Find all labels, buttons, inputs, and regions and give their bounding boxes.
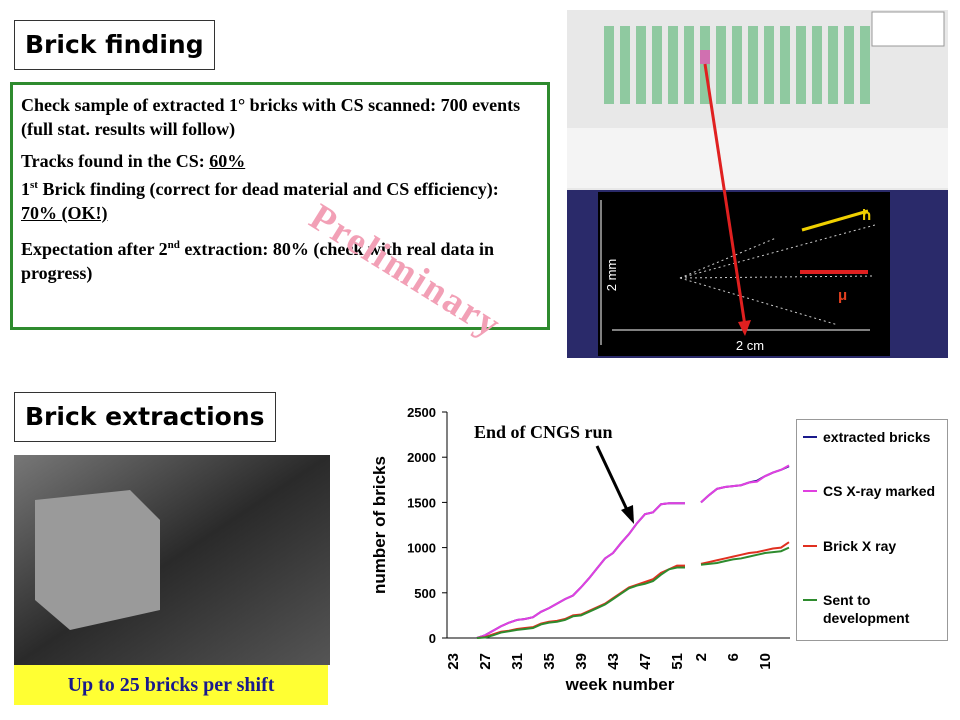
section-title: Brick finding: [14, 20, 215, 70]
x-tick-label: 23: [445, 653, 462, 670]
pointer-arrow: [703, 63, 747, 327]
paragraph: Check sample of extracted 1° bricks with…: [21, 93, 539, 141]
arrowhead: [738, 320, 751, 336]
x-tick-label: 27: [477, 653, 494, 670]
paragraph: Expectation after 2nd extraction: 80% (c…: [21, 233, 539, 285]
legend-item: Brick X ray: [803, 537, 943, 555]
y-tick-label: 0: [429, 631, 436, 646]
display-info: [567, 128, 948, 188]
text: Check sample of extracted 1° bricks with…: [21, 95, 521, 139]
text: 60%: [209, 151, 246, 171]
x-tick-label: 35: [541, 653, 558, 670]
y-axis-label: number of bricks: [370, 456, 389, 594]
selected-brick: [700, 50, 710, 64]
legend-label: Sent to development: [823, 592, 910, 626]
legend-item: extracted bricks: [803, 428, 943, 446]
text-box: Check sample of extracted 1° bricks with…: [10, 82, 550, 330]
superscript: nd: [167, 239, 180, 251]
photo-detail: [35, 490, 160, 630]
legend-swatch: [803, 545, 817, 547]
y-tick-label: 1000: [407, 541, 436, 556]
arrowhead: [621, 505, 634, 524]
legend-label: Brick X ray: [823, 538, 897, 554]
legend-item: Sent to development: [803, 591, 943, 627]
x-tick-label: 43: [605, 653, 622, 670]
legend-item: CS X-ray marked: [803, 482, 943, 500]
text: Brick finding (correct for dead material…: [37, 179, 499, 199]
detector-columns: [604, 26, 870, 104]
y-tick-label: 500: [414, 586, 436, 601]
tracks: [679, 224, 876, 326]
text: extraction: 80% (check with real data in…: [21, 239, 495, 283]
superscript: st: [30, 179, 38, 191]
x-tick-label: 47: [637, 653, 654, 670]
legend-label: CS X-ray marked: [823, 483, 936, 499]
series-line: [476, 464, 790, 639]
y-tick-label: 2500: [407, 405, 436, 420]
arrow: [801, 209, 869, 232]
paragraph: Tracks found in the CS: 60% 1st Brick fi…: [21, 149, 539, 225]
x-tick-label: 10: [757, 653, 774, 670]
text: Expectation after 2: [21, 239, 168, 259]
series-line: [476, 546, 790, 639]
scale-label: 2 cm: [736, 338, 764, 353]
x-tick-label: 51: [669, 653, 686, 670]
legend-label: extracted bricks: [823, 429, 931, 445]
legend: extracted bricks CS X-ray marked Brick X r…: [796, 419, 948, 641]
text: 70% (OK!): [21, 203, 108, 223]
x-tick-label: 2: [693, 653, 710, 661]
x-tick-label: 39: [573, 653, 590, 670]
text: 1: [21, 179, 30, 199]
particle-label: h: [862, 207, 871, 224]
legend-swatch: [803, 436, 817, 438]
legend-swatch: [803, 599, 817, 601]
particle-label: μ: [838, 287, 847, 304]
x-tick-label: 31: [509, 653, 526, 670]
series-line: [476, 465, 790, 639]
annotation-arrow: [595, 445, 630, 513]
series-line: [476, 541, 790, 639]
x-tick-label: 6: [725, 653, 742, 661]
display-legend: [871, 11, 945, 47]
legend-swatch: [803, 490, 817, 492]
text: Tracks found in the CS:: [21, 151, 210, 171]
caption: Up to 25 bricks per shift: [14, 665, 328, 705]
section-title: Brick extractions: [14, 392, 276, 442]
y-tick-label: 1500: [407, 495, 436, 510]
scale-label: 2 mm: [604, 259, 619, 292]
annotation: End of CNGS run: [474, 422, 613, 442]
y-tick-label: 2000: [407, 450, 436, 465]
x-axis-label: week number: [565, 675, 675, 694]
